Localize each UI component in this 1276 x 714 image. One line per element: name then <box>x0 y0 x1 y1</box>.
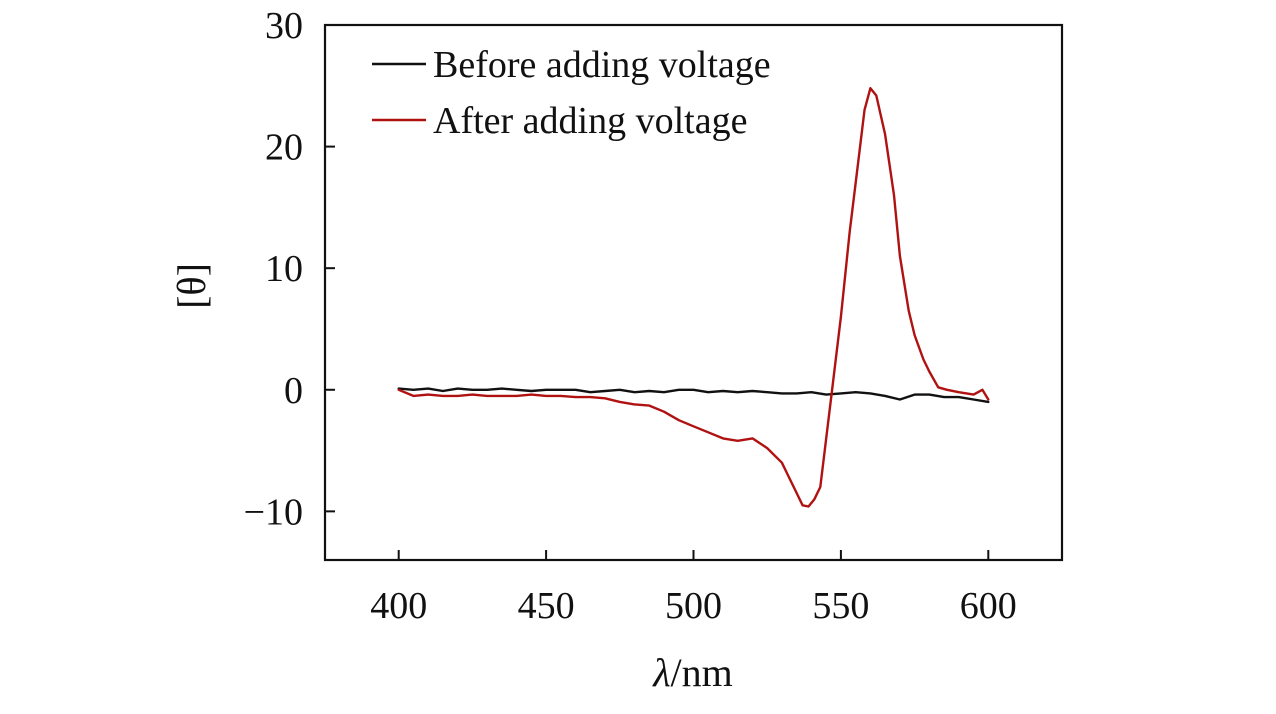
series-line-before-voltage <box>397 387 990 404</box>
legend-label: After adding voltage <box>433 100 747 142</box>
x-tick-label: 550 <box>812 585 869 627</box>
axes: 400 450 500 550 600 −10 0 10 20 30 <box>244 5 1064 627</box>
x-tick-label: 450 <box>518 585 575 627</box>
y-tick-label: 0 <box>284 370 303 412</box>
y-tick-label: 10 <box>265 248 303 290</box>
series-line-after-voltage <box>397 86 990 508</box>
y-tick-label: 20 <box>265 127 303 169</box>
axis-titles: [θ] λ/nm <box>169 263 733 695</box>
legend-label: Before adding voltage <box>433 44 771 86</box>
y-tick-label: −10 <box>244 491 303 533</box>
x-axis-unit: /nm <box>671 650 733 695</box>
x-tick-label: 600 <box>960 585 1017 627</box>
y-axis-title: [θ] <box>169 263 214 309</box>
legend: Before adding voltage After adding voltag… <box>372 44 771 142</box>
y-tick-label: 30 <box>265 5 303 47</box>
series-lines <box>397 86 990 508</box>
x-axis-title: λ/nm <box>652 650 733 695</box>
x-tick-label: 400 <box>370 585 427 627</box>
x-tick-label: 500 <box>665 585 722 627</box>
x-axis-symbol: λ <box>652 650 670 695</box>
